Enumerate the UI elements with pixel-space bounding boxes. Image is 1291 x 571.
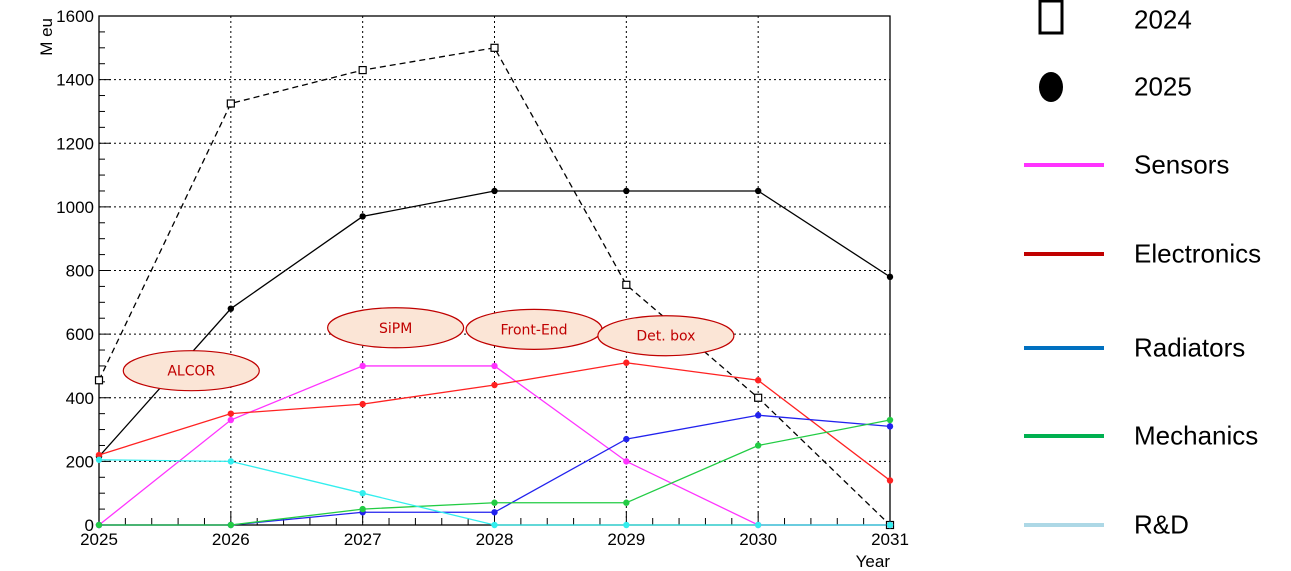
data-point <box>227 521 235 529</box>
y-tick-label: 1600 <box>56 7 94 26</box>
legend-label: Mechanics <box>1134 420 1259 451</box>
data-point <box>754 187 762 195</box>
x-tick-label: 2028 <box>476 530 514 549</box>
legend-line-swatch <box>1024 434 1104 438</box>
legend-label: 2025 <box>1134 71 1192 102</box>
filled-circle-icon <box>1039 72 1063 102</box>
y-tick-label: 1200 <box>56 134 94 153</box>
data-point <box>623 435 630 443</box>
data-point <box>754 393 763 402</box>
legend-item-mechanics: Mechanics <box>1010 416 1291 456</box>
x-axis-title: Year <box>856 552 891 571</box>
legend-line-swatch <box>1024 163 1104 167</box>
x-tick-label: 2030 <box>739 530 777 549</box>
annotation-label: SiPM <box>379 321 412 337</box>
legend: 2024 2025 Sensors Electronics Radiators … <box>1010 0 1291 571</box>
data-point <box>95 521 103 529</box>
data-point <box>94 376 104 385</box>
y-tick-label: 1400 <box>56 71 94 90</box>
data-point <box>754 377 762 384</box>
x-tick-label: 2031 <box>871 530 909 549</box>
data-point <box>226 99 235 108</box>
data-point <box>623 458 630 465</box>
y-tick-label: 1000 <box>56 198 94 217</box>
data-point <box>491 521 498 529</box>
x-tick-label: 2029 <box>607 530 645 549</box>
data-point <box>623 499 630 506</box>
y-tick-label: 400 <box>66 389 94 408</box>
data-point <box>886 416 894 424</box>
y-axis-title: M eu <box>37 18 56 56</box>
legend-item-electronics: Electronics <box>1010 234 1291 274</box>
data-point <box>227 305 235 312</box>
legend-item-2025: 2025 <box>1010 67 1291 107</box>
data-point <box>754 521 762 529</box>
legend-label: Sensors <box>1134 149 1230 180</box>
y-tick-label: 200 <box>66 452 94 471</box>
legend-item-radiators: Radiators <box>1010 328 1291 368</box>
data-point <box>622 280 631 289</box>
data-point <box>95 456 103 463</box>
legend-item-rd: R&D <box>1010 505 1291 545</box>
annotation-label: ALCOR <box>167 364 215 380</box>
data-point <box>95 451 103 459</box>
legend-line-swatch <box>1024 523 1104 527</box>
legend-label: 2024 <box>1134 4 1192 35</box>
data-point <box>359 505 366 513</box>
data-point <box>623 359 630 366</box>
x-tick-label: 2025 <box>80 530 118 549</box>
data-point <box>623 521 630 529</box>
annotation-bubble <box>122 350 260 392</box>
legend-label: Electronics <box>1134 238 1262 269</box>
legend-item-sensors: Sensors <box>1010 145 1291 185</box>
data-point <box>358 65 367 75</box>
data-point <box>491 381 498 389</box>
open-square-icon <box>1038 0 1064 35</box>
legend-label: Radiators <box>1134 332 1246 363</box>
data-point <box>359 213 366 220</box>
data-point <box>359 489 366 497</box>
data-point <box>491 187 498 195</box>
data-point <box>491 362 498 370</box>
data-point <box>886 273 894 281</box>
data-point <box>491 499 498 506</box>
annotation-label: Front-End <box>501 322 568 338</box>
annotation-bubble <box>597 315 735 357</box>
data-point <box>754 442 762 449</box>
data-point <box>886 477 894 484</box>
annotation-bubble <box>327 307 465 349</box>
data-point <box>886 521 894 529</box>
legend-line-swatch <box>1024 252 1104 256</box>
y-tick-label: 600 <box>66 325 94 344</box>
data-point <box>359 400 366 408</box>
legend-line-swatch <box>1024 346 1104 350</box>
line-chart: 0 200 400 600 800 1000 1200 1400 1600 2025 2026 202… <box>37 7 909 571</box>
data-point <box>886 423 894 430</box>
annotation-label: Det. box <box>636 329 695 345</box>
data-point <box>754 412 762 419</box>
data-point <box>491 509 498 516</box>
legend-label: R&D <box>1134 509 1189 540</box>
y-tick-label: 800 <box>66 262 94 281</box>
x-tick-label: 2027 <box>344 530 382 549</box>
data-point <box>623 187 630 195</box>
y-tick-label: 0 <box>85 516 94 535</box>
data-point <box>359 362 366 370</box>
data-point <box>227 458 235 465</box>
data-point <box>490 43 499 52</box>
x-tick-label: 2026 <box>212 530 250 549</box>
data-point <box>227 410 235 417</box>
legend-item-2024: 2024 <box>1010 0 1291 40</box>
data-point <box>227 416 235 424</box>
